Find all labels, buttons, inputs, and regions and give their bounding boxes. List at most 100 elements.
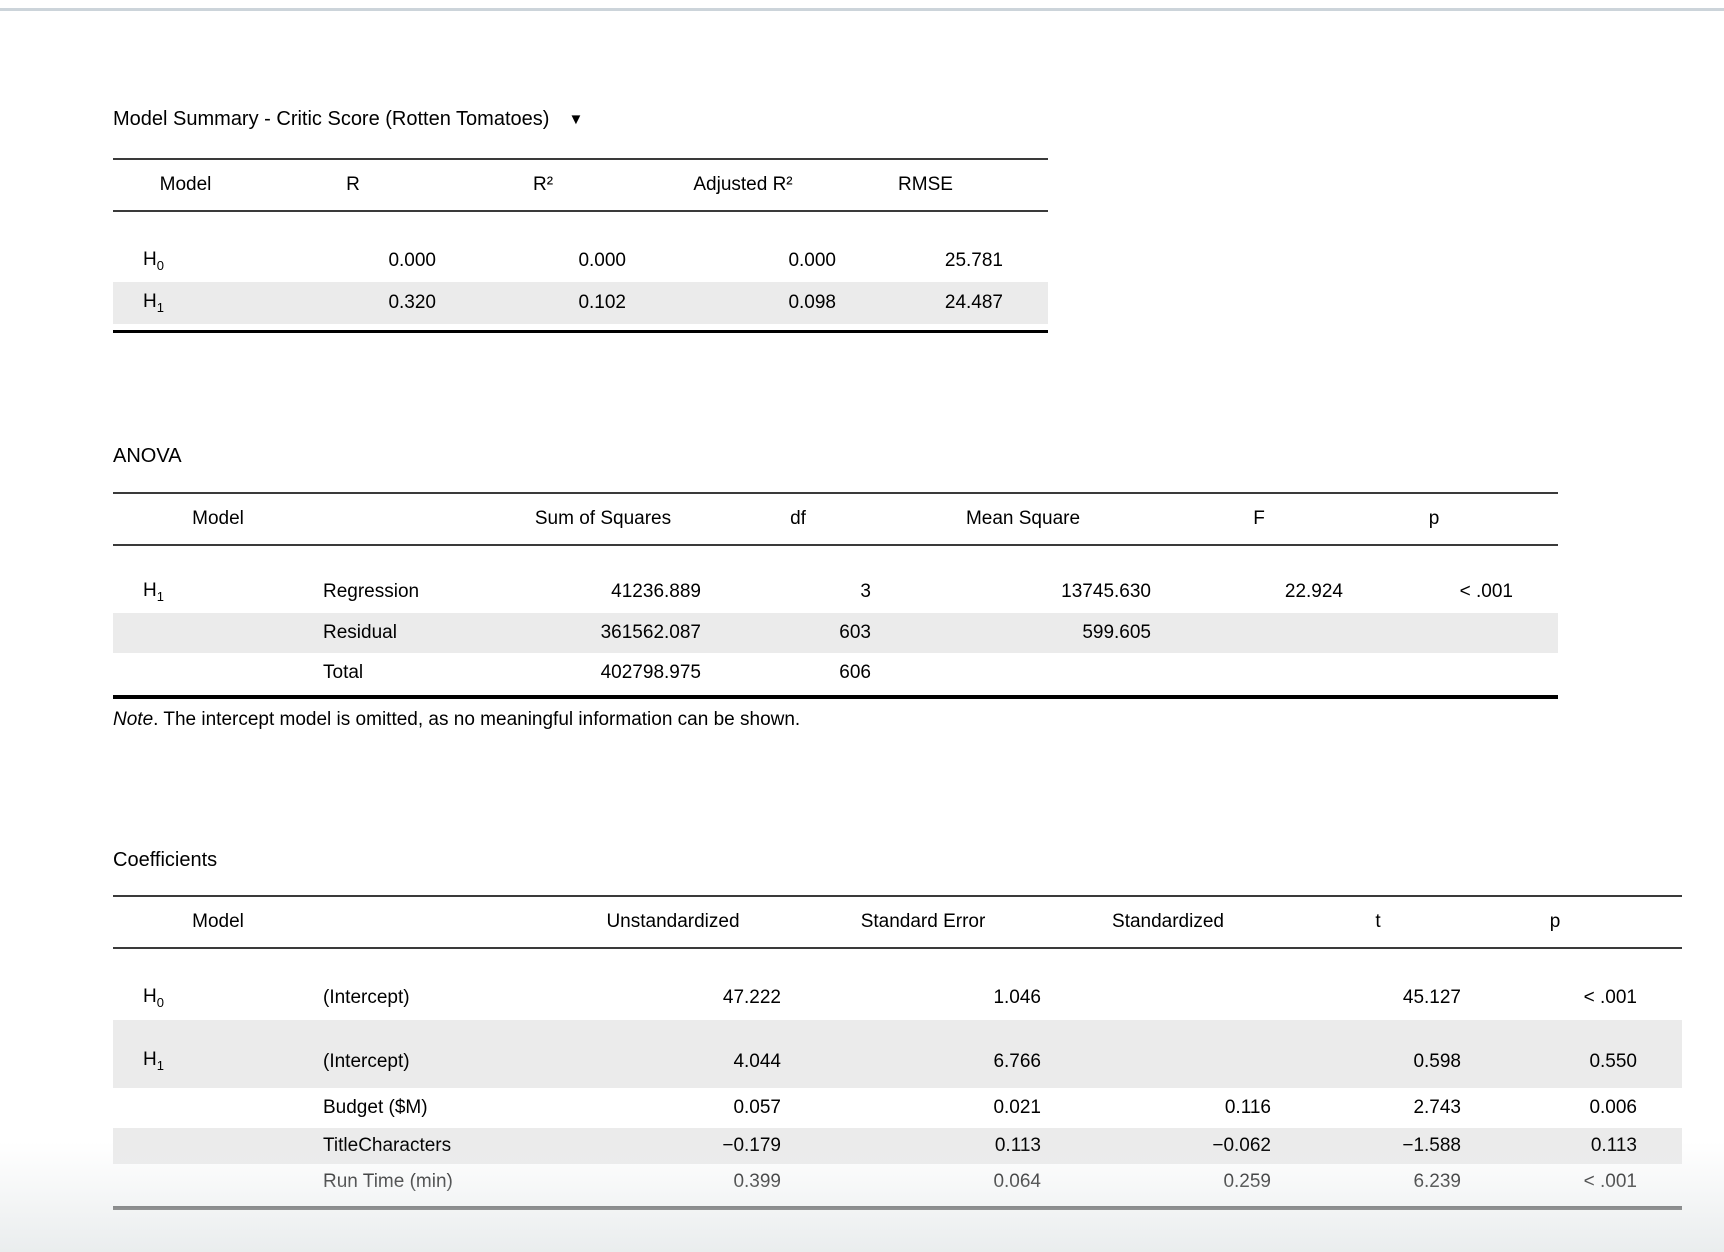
term-label: (Intercept): [323, 987, 410, 1008]
model-label: H1: [143, 291, 164, 315]
cell-p: < .001: [1583, 1171, 1637, 1192]
cell-f: [1163, 613, 1355, 653]
cell-rmse: 24.487: [944, 292, 1003, 313]
table-row-h0-intercept: H0 (Intercept) 47.222 1.046 45.127 < .00…: [113, 976, 1682, 1020]
term-label: TitleCharacters: [323, 1135, 452, 1156]
cell-t: 45.127: [1402, 987, 1461, 1008]
cell-p: < .001: [1459, 580, 1513, 602]
column-header-mean-square: Mean Square: [965, 508, 1081, 529]
anova-title-text: ANOVA: [113, 445, 182, 467]
model-summary-table: Model R R² Adjusted R² RMSE H0 0.000 0.0…: [113, 158, 1048, 333]
model-label: [113, 1128, 323, 1164]
column-header-df: df: [790, 508, 806, 529]
anova-table: Model Sum of Squares df Mean Square F p …: [113, 492, 1558, 699]
cell-sum-of-squares: 402798.975: [600, 662, 701, 683]
cell-mean-square: 599.605: [1082, 622, 1151, 643]
column-header-p: p: [1549, 911, 1561, 932]
column-header-model: Model: [192, 508, 244, 529]
model-summary-title-text: Model Summary - Critic Score (Rotten Tom…: [113, 108, 550, 130]
cell-p: 0.550: [1589, 1051, 1637, 1072]
spacer-row: [113, 693, 1558, 697]
note-text: . The intercept model is omitted, as no …: [153, 709, 801, 730]
anova-note: Note. The intercept model is omitted, as…: [113, 708, 1558, 732]
column-header-unstandardized: Unstandardized: [606, 911, 740, 932]
cell-standardized: [1053, 976, 1283, 1020]
column-header-rmse: RMSE: [898, 174, 953, 195]
model-label: H0: [143, 248, 164, 273]
cell-adjusted-r2: 0.000: [788, 249, 836, 271]
cell-r2: 0.000: [578, 249, 626, 271]
model-label: H1: [143, 579, 164, 604]
note-label: Note: [113, 709, 154, 730]
coefficients-table: Model Unstandardized Standard Error Stan…: [113, 895, 1682, 1210]
cell-standard-error: 6.766: [993, 1051, 1041, 1072]
term-label: Residual: [323, 622, 397, 643]
table-row-residual: Residual 361562.087 603 599.605: [113, 613, 1558, 653]
table-row-h1-intercept: H1 (Intercept) 4.044 6.766 0.598 0.550: [113, 1020, 1682, 1088]
model-label: [113, 613, 323, 653]
term-label: Run Time (min): [323, 1171, 453, 1192]
panel-top-border: [0, 8, 1724, 11]
cell-unstandardized: 0.057: [733, 1097, 781, 1118]
model-summary-title[interactable]: Model Summary - Critic Score (Rotten Tom…: [113, 106, 1048, 133]
column-header-t: t: [1375, 911, 1381, 932]
column-header-r: R: [346, 174, 360, 195]
cell-r2: 0.102: [578, 292, 626, 313]
cell-t: 6.239: [1413, 1171, 1461, 1192]
column-header-r2: R²: [532, 174, 554, 195]
column-header-model: Model: [192, 911, 244, 932]
cell-standard-error: 0.021: [993, 1097, 1041, 1118]
column-header-model: Model: [159, 174, 212, 195]
cell-standardized: [1053, 1020, 1283, 1088]
spacer-row: [113, 948, 1682, 976]
cell-mean-square: [883, 653, 1163, 693]
cell-t: −1.588: [1402, 1135, 1461, 1156]
cell-p: [1355, 653, 1558, 693]
cell-standard-error: 1.046: [993, 987, 1041, 1008]
cell-r: 0.320: [388, 292, 436, 313]
cell-mean-square: 13745.630: [1061, 580, 1151, 602]
cell-r: 0.000: [388, 249, 436, 271]
term-label: Total: [323, 662, 364, 683]
column-header-term: [323, 493, 493, 545]
cell-unstandardized: 4.044: [733, 1051, 781, 1072]
spacer-row: [113, 324, 1048, 331]
cell-standard-error: 0.064: [993, 1171, 1041, 1192]
anova-section: ANOVA Model Sum of Squares df Mean Squar…: [113, 443, 1558, 732]
dropdown-arrow-icon[interactable]: ▼: [568, 111, 584, 128]
column-header-sum-of-squares: Sum of Squares: [534, 508, 672, 529]
term-label: (Intercept): [323, 1051, 410, 1072]
table-row-titlecharacters: TitleCharacters −0.179 0.113 −0.062 −1.5…: [113, 1128, 1682, 1164]
coefficients-section: Coefficients Model Unstandardized Standa…: [113, 847, 1682, 1210]
column-header-standard-error: Standard Error: [860, 911, 986, 932]
term-label: Budget ($M): [323, 1097, 428, 1118]
cell-standardized: 0.116: [1224, 1097, 1271, 1118]
model-label: H1: [143, 1049, 164, 1073]
cell-unstandardized: 47.222: [722, 987, 781, 1008]
spacer-row: [113, 545, 1558, 570]
spacer-row: [113, 211, 1048, 239]
cell-df: 3: [860, 580, 871, 602]
cell-rmse: 25.781: [944, 249, 1003, 271]
column-header-standardized: Standardized: [1112, 911, 1224, 932]
cell-standard-error: 0.113: [994, 1135, 1041, 1156]
cell-standardized: 0.259: [1223, 1171, 1271, 1192]
cell-unstandardized: 0.399: [733, 1171, 781, 1192]
model-label: H0: [143, 986, 164, 1010]
coefficients-header-row: Model Unstandardized Standard Error Stan…: [113, 896, 1682, 948]
cell-unstandardized: −0.179: [722, 1135, 781, 1156]
table-row-total: Total 402798.975 606: [113, 653, 1558, 693]
coefficients-title: Coefficients: [113, 847, 1682, 874]
cell-sum-of-squares: 41236.889: [611, 580, 701, 602]
model-summary-section: Model Summary - Critic Score (Rotten Tom…: [113, 106, 1048, 333]
cell-f: [1163, 653, 1355, 693]
model-label: [113, 653, 323, 693]
model-label: [113, 1164, 323, 1200]
cell-p: 0.006: [1589, 1097, 1637, 1118]
cell-t: 2.743: [1413, 1097, 1461, 1118]
coefficients-title-text: Coefficients: [113, 849, 218, 871]
cell-df: 603: [839, 622, 871, 643]
table-row-run-time: Run Time (min) 0.399 0.064 0.259 6.239 <…: [113, 1164, 1682, 1200]
model-summary-header-row: Model R R² Adjusted R² RMSE: [113, 159, 1048, 211]
spacer-row: [113, 1200, 1682, 1208]
